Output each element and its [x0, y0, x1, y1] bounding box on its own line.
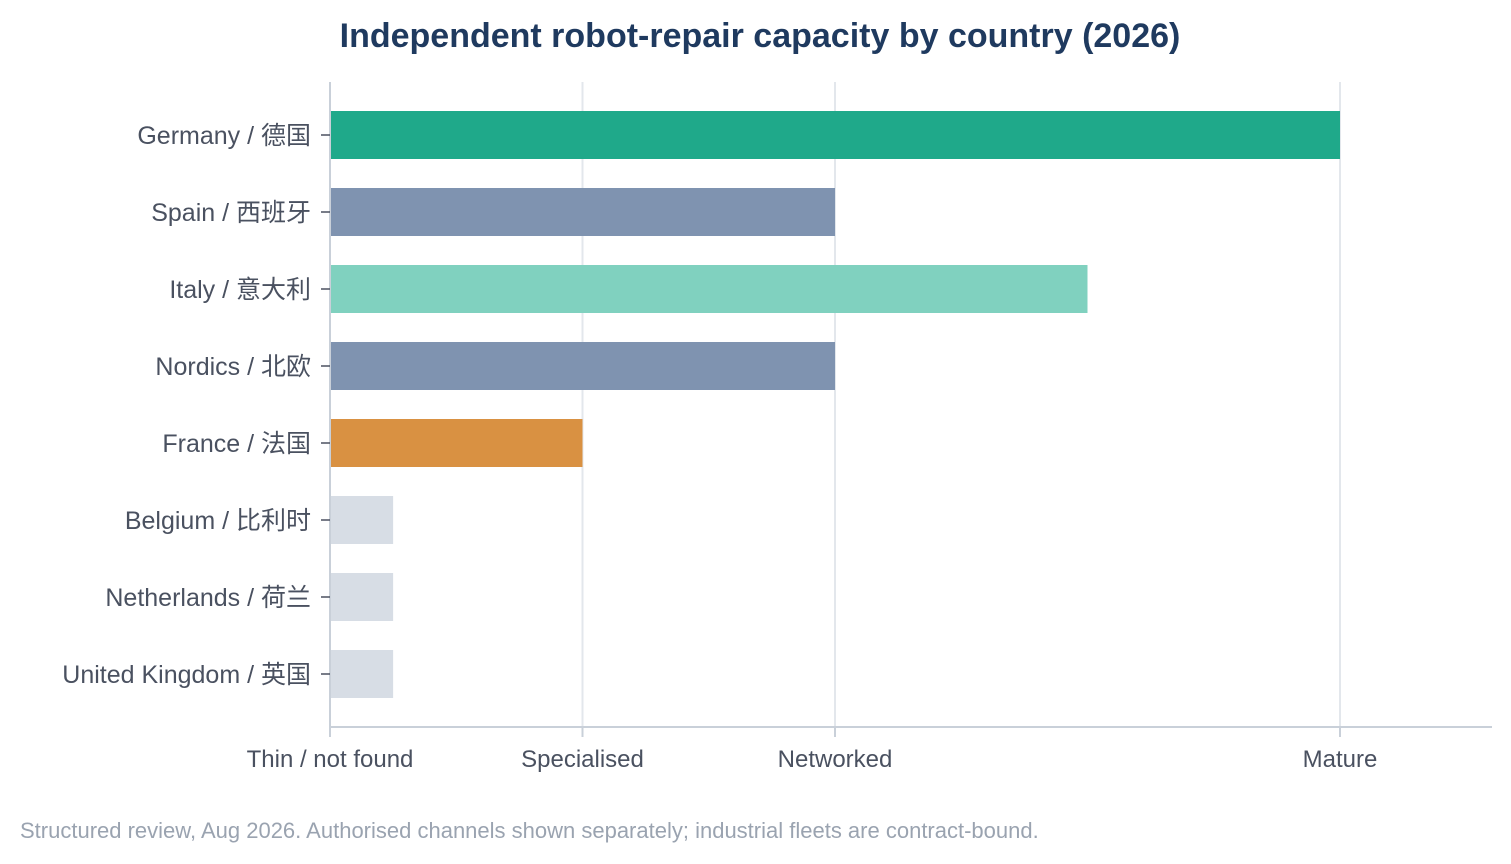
category-label: France / 法国 [162, 430, 311, 458]
bar [330, 342, 835, 390]
category-label: Germany / 德国 [137, 122, 311, 150]
x-tick-label: Thin / not found [247, 746, 414, 773]
bar [330, 573, 394, 621]
category-label: Nordics / 北欧 [155, 353, 311, 381]
category-label: Netherlands / 荷兰 [105, 584, 311, 612]
bar [330, 496, 394, 544]
bar [330, 111, 1340, 159]
category-label: Spain / 西班牙 [151, 199, 311, 227]
gridlines [581, 82, 1341, 727]
axes [321, 82, 1492, 737]
bar [330, 265, 1088, 313]
x-tick-labels: Thin / not found Specialised Networked Matu… [247, 746, 1378, 773]
bar [330, 188, 835, 236]
bars [330, 111, 1340, 698]
category-label: United Kingdom / 英国 [62, 661, 311, 689]
category-label: Belgium / 比利时 [125, 507, 311, 535]
bar [330, 650, 394, 698]
category-label: Italy / 意大利 [169, 276, 311, 304]
footnote: Structured review, Aug 2026. Authorised … [20, 818, 1039, 843]
category-labels: Germany / 德国 Spain / 西班牙 Italy / 意大利 Nordic… [62, 122, 311, 689]
chart-title: Independent robot-repair capacity by cou… [340, 17, 1181, 55]
x-tick-label: Specialised [521, 746, 644, 773]
x-tick-label: Networked [778, 746, 893, 773]
bar [330, 419, 583, 467]
x-tick-label: Mature [1303, 746, 1378, 773]
